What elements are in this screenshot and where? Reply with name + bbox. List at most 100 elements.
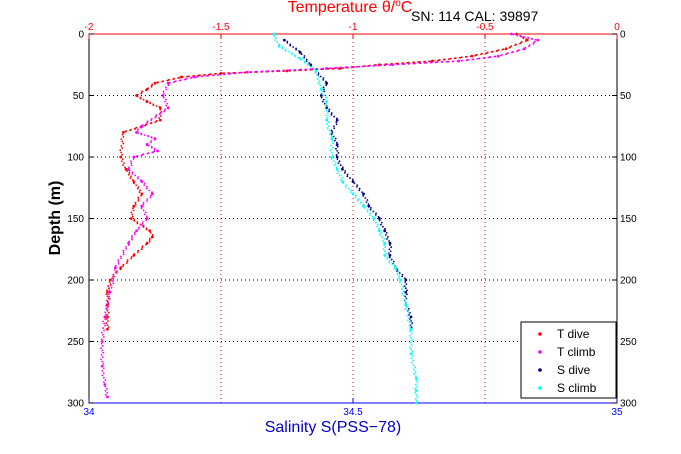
s-dive-sample bbox=[303, 56, 306, 59]
t-dive-sample bbox=[145, 89, 147, 92]
s-climb-sample bbox=[275, 37, 278, 39]
temperature-tick-label: -1.5 bbox=[212, 22, 230, 33]
t-dive-point bbox=[119, 155, 123, 159]
t-dive-sample bbox=[120, 138, 123, 141]
t-climb-sample bbox=[108, 298, 111, 300]
t-dive-sample bbox=[331, 67, 334, 70]
t-dive-point bbox=[108, 278, 112, 282]
s-dive-sample bbox=[387, 252, 390, 255]
t-climb-sample bbox=[105, 307, 108, 309]
s-climb-sample bbox=[400, 283, 403, 286]
t-climb-sample bbox=[100, 342, 103, 345]
s-climb-sample bbox=[411, 350, 414, 353]
t-climb-sample bbox=[127, 244, 130, 246]
t-climb-point bbox=[496, 54, 500, 58]
s-dive-sample bbox=[336, 145, 339, 148]
s-dive-point bbox=[404, 290, 408, 294]
t-dive-sample bbox=[155, 105, 158, 107]
s-climb-sample bbox=[297, 56, 300, 59]
t-dive-sample bbox=[501, 48, 504, 51]
t-dive-sample bbox=[106, 324, 109, 326]
t-climb-sample bbox=[142, 201, 145, 204]
t-climb-sample bbox=[143, 213, 146, 216]
t-climb-point bbox=[156, 149, 160, 153]
s-dive-sample bbox=[407, 307, 410, 310]
s-dive-sample bbox=[289, 43, 292, 46]
s-climb-sample bbox=[405, 305, 408, 308]
t-climb-sample bbox=[487, 56, 490, 59]
s-climb-sample bbox=[356, 200, 359, 202]
s-dive-sample bbox=[351, 178, 354, 181]
s-climb-sample bbox=[301, 59, 303, 61]
s-climb-sample bbox=[382, 248, 385, 251]
t-climb-sample bbox=[125, 245, 127, 248]
t-dive-sample bbox=[131, 213, 134, 216]
t-climb-sample bbox=[440, 61, 443, 63]
t-climb-point bbox=[135, 229, 138, 233]
t-climb-sample bbox=[260, 70, 263, 73]
s-climb-sample bbox=[331, 146, 334, 149]
s-climb-point bbox=[399, 278, 402, 282]
t-climb-sample bbox=[505, 53, 507, 56]
t-climb-point bbox=[127, 167, 130, 171]
depth-tick-label-left: 50 bbox=[73, 91, 85, 102]
t-climb-sample bbox=[131, 173, 134, 175]
t-climb-sample bbox=[150, 146, 153, 149]
t-climb-sample bbox=[101, 345, 104, 347]
s-climb-sample bbox=[376, 225, 378, 228]
t-dive-sample bbox=[121, 147, 124, 149]
depth-tick-label-right: 150 bbox=[620, 214, 637, 225]
t-climb-point bbox=[108, 290, 112, 294]
t-dive-sample bbox=[121, 133, 124, 136]
t-climb-sample bbox=[104, 318, 107, 321]
t-dive-sample bbox=[106, 295, 109, 298]
t-dive-sample bbox=[464, 56, 467, 58]
t-climb-sample bbox=[159, 113, 161, 115]
t-climb-sample bbox=[392, 63, 395, 66]
s-climb-sample bbox=[329, 149, 332, 151]
s-climb-sample bbox=[404, 296, 407, 299]
s-climb-sample bbox=[416, 381, 419, 384]
s-climb-sample bbox=[328, 129, 331, 132]
t-climb-sample bbox=[143, 184, 146, 187]
t-climb-sample bbox=[104, 379, 107, 381]
s-dive-point bbox=[404, 278, 408, 282]
s-climb-sample bbox=[335, 166, 338, 169]
t-climb-sample bbox=[122, 249, 125, 252]
t-climb-sample bbox=[140, 154, 143, 157]
t-climb-sample bbox=[108, 295, 111, 298]
t-dive-point bbox=[504, 47, 508, 51]
s-climb-sample bbox=[330, 158, 333, 160]
t-climb-sample bbox=[165, 104, 168, 107]
t-dive-sample bbox=[172, 78, 175, 80]
t-dive-sample bbox=[131, 178, 134, 181]
legend-marker-s-climb bbox=[538, 386, 542, 390]
t-dive-sample bbox=[133, 252, 136, 255]
s-dive-sample bbox=[338, 160, 341, 163]
depth-tick-label-left: 250 bbox=[67, 337, 84, 348]
t-climb-sample bbox=[107, 293, 110, 296]
t-dive-sample bbox=[131, 215, 134, 218]
t-climb-sample bbox=[102, 367, 105, 370]
s-climb-point bbox=[319, 87, 323, 91]
s-dive-sample bbox=[308, 62, 311, 64]
s-dive-sample bbox=[336, 149, 339, 152]
t-climb-sample bbox=[141, 221, 144, 223]
t-climb-sample bbox=[528, 45, 530, 48]
s-climb-point bbox=[330, 137, 334, 140]
t-dive-sample bbox=[495, 50, 498, 52]
s-climb-sample bbox=[316, 78, 319, 80]
s-climb-sample bbox=[281, 47, 284, 50]
t-climb-sample bbox=[361, 65, 364, 68]
s-dive-sample bbox=[335, 147, 337, 150]
s-dive-sample bbox=[335, 141, 338, 144]
t-climb-sample bbox=[163, 110, 166, 113]
temperature-tick-label: -2 bbox=[85, 22, 94, 33]
s-climb-sample bbox=[342, 182, 345, 185]
t-climb-sample bbox=[137, 128, 139, 131]
s-climb-sample bbox=[273, 35, 275, 37]
s-dive-sample bbox=[404, 295, 407, 298]
t-climb-point bbox=[103, 315, 107, 319]
s-climb-sample bbox=[383, 244, 385, 247]
